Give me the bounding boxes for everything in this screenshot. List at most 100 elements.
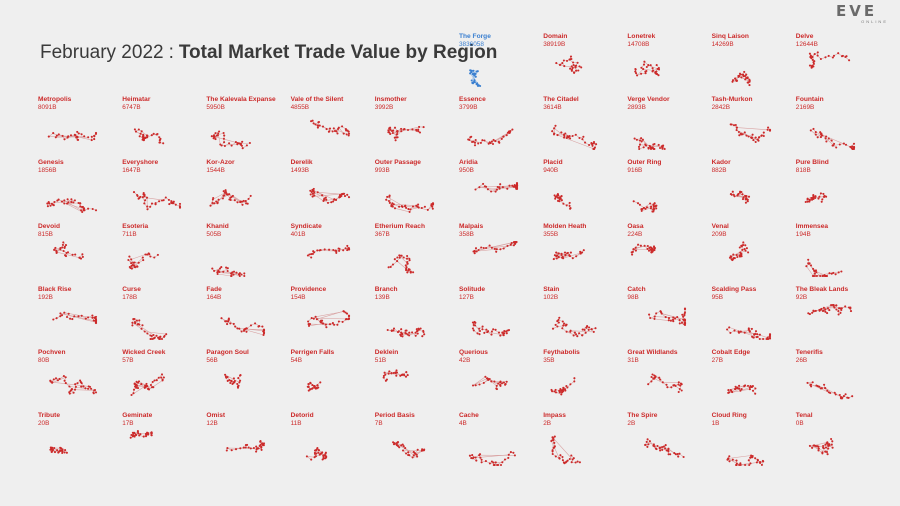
map-system-dot bbox=[337, 249, 340, 252]
region-value: 940B bbox=[543, 167, 559, 175]
map-system-dot bbox=[818, 274, 822, 277]
map-system-dot bbox=[564, 132, 567, 135]
map-system-dot bbox=[73, 133, 76, 137]
map-system-dot bbox=[209, 205, 212, 208]
map-system-dot bbox=[311, 387, 314, 390]
map-system-dot bbox=[563, 59, 566, 62]
map-system-dot bbox=[646, 438, 650, 441]
region-map bbox=[726, 384, 757, 395]
map-system-dot bbox=[748, 388, 751, 391]
map-system-dot bbox=[152, 333, 155, 336]
map-system-dot bbox=[568, 202, 571, 205]
map-system-dot bbox=[753, 387, 757, 390]
map-system-dot bbox=[345, 244, 348, 247]
map-system-dot bbox=[228, 378, 231, 382]
map-system-dot bbox=[555, 391, 558, 394]
map-system-dot bbox=[578, 137, 581, 140]
map-system-dot bbox=[556, 253, 559, 257]
map-system-dot bbox=[486, 330, 489, 333]
map-system-dot bbox=[250, 324, 253, 327]
map-system-dot bbox=[310, 384, 314, 387]
region-map bbox=[211, 265, 246, 277]
map-system-dot bbox=[392, 371, 395, 375]
map-link bbox=[813, 442, 828, 446]
map-system-dot bbox=[479, 142, 482, 145]
map-system-dot bbox=[73, 199, 76, 202]
map-system-dot bbox=[478, 327, 481, 330]
map-system-dot bbox=[139, 196, 142, 199]
map-system-dot bbox=[163, 376, 166, 379]
map-system-dot bbox=[570, 55, 573, 58]
map-system-dot bbox=[309, 193, 312, 196]
map-system-dot bbox=[331, 130, 334, 133]
map-system-dot bbox=[327, 130, 330, 133]
region-cell-feythabolis: Feythabolis 35B bbox=[543, 349, 627, 411]
region-value: 57B bbox=[122, 357, 134, 364]
map-system-dot bbox=[411, 128, 414, 131]
region-map bbox=[133, 191, 182, 211]
map-system-dot bbox=[737, 330, 740, 333]
map-system-dot bbox=[474, 246, 478, 249]
map-system-dot bbox=[650, 250, 653, 253]
map-system-dot bbox=[90, 139, 93, 142]
region-value: 882B bbox=[711, 167, 727, 175]
map-system-dot bbox=[841, 54, 844, 57]
map-system-dot bbox=[478, 454, 481, 457]
map-system-dot bbox=[213, 202, 216, 205]
map-system-dot bbox=[133, 191, 136, 194]
region-map bbox=[49, 375, 98, 395]
map-system-dot bbox=[666, 386, 669, 389]
map-system-dot bbox=[650, 375, 653, 379]
map-system-dot bbox=[656, 64, 659, 67]
map-system-dot bbox=[844, 143, 847, 147]
map-system-dot bbox=[216, 270, 219, 273]
region-value: 6747B bbox=[122, 104, 141, 112]
map-system-dot bbox=[644, 70, 647, 73]
map-system-dot bbox=[821, 451, 824, 454]
map-system-dot bbox=[161, 337, 164, 340]
region-map bbox=[467, 128, 514, 147]
map-link bbox=[412, 206, 428, 211]
map-system-dot bbox=[62, 240, 65, 244]
map-system-dot bbox=[665, 444, 668, 447]
map-system-dot bbox=[405, 260, 409, 263]
region-name: Perrigen Falls bbox=[290, 349, 335, 356]
map-system-dot bbox=[327, 248, 330, 251]
region-map bbox=[46, 198, 98, 214]
map-system-dot bbox=[812, 62, 815, 65]
region-map bbox=[731, 70, 751, 87]
map-system-dot bbox=[245, 444, 248, 447]
map-system-dot bbox=[393, 442, 396, 445]
map-system-dot bbox=[338, 196, 341, 199]
map-system-dot bbox=[758, 461, 761, 464]
map-system-dot bbox=[245, 330, 248, 333]
map-system-dot bbox=[153, 379, 156, 382]
map-system-dot bbox=[245, 200, 248, 203]
map-system-dot bbox=[560, 389, 563, 392]
region-value: 56B bbox=[206, 357, 218, 364]
map-system-dot bbox=[751, 133, 754, 136]
map-system-dot bbox=[485, 377, 489, 380]
map-system-dot bbox=[59, 246, 62, 249]
map-system-dot bbox=[732, 124, 735, 127]
region-name: Derelik bbox=[290, 159, 313, 167]
map-system-dot bbox=[643, 146, 646, 149]
region-map bbox=[209, 189, 253, 208]
region-cell-vale-of-the-silent: Vale of the Silent 4855B bbox=[291, 96, 375, 158]
region-map bbox=[808, 438, 834, 456]
map-system-dot bbox=[87, 316, 90, 319]
map-link bbox=[244, 329, 264, 336]
map-system-dot bbox=[52, 318, 55, 321]
map-system-dot bbox=[391, 132, 394, 135]
map-system-dot bbox=[68, 385, 71, 388]
map-system-dot bbox=[260, 449, 264, 452]
map-system-dot bbox=[250, 195, 253, 198]
region-value: 17B bbox=[122, 420, 134, 428]
map-system-dot bbox=[475, 70, 478, 73]
map-system-dot bbox=[72, 201, 75, 204]
map-link bbox=[131, 256, 144, 269]
map-system-dot bbox=[760, 134, 763, 137]
region-cell-catch: Catch 98B bbox=[627, 286, 711, 348]
map-system-dot bbox=[334, 130, 337, 133]
map-system-dot bbox=[70, 201, 73, 204]
